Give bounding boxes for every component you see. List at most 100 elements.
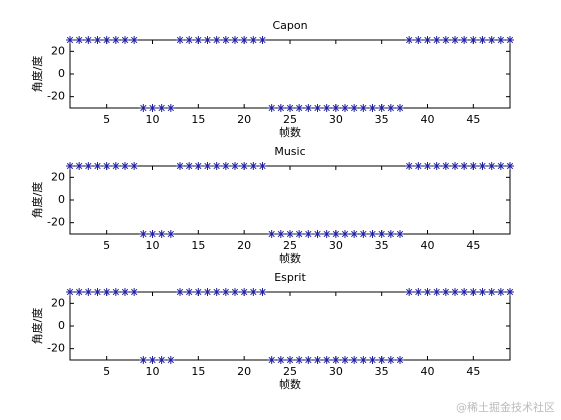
point bbox=[295, 104, 304, 112]
point bbox=[359, 356, 368, 364]
point bbox=[304, 230, 313, 238]
point bbox=[166, 104, 175, 112]
point bbox=[111, 288, 120, 296]
point bbox=[267, 104, 276, 112]
point bbox=[75, 36, 84, 44]
point bbox=[130, 36, 139, 44]
point bbox=[102, 288, 111, 296]
x-tick-label: 35 bbox=[375, 365, 389, 378]
point bbox=[469, 288, 478, 296]
point bbox=[506, 288, 514, 296]
y-tick-label: -20 bbox=[47, 90, 65, 103]
point bbox=[148, 104, 157, 112]
point bbox=[139, 104, 148, 112]
point bbox=[258, 36, 267, 44]
chart-title: Capon bbox=[272, 19, 307, 32]
point bbox=[276, 104, 285, 112]
x-tick-label: 45 bbox=[466, 113, 480, 126]
point bbox=[304, 356, 313, 364]
y-tick-label: -20 bbox=[47, 342, 65, 355]
point bbox=[322, 230, 331, 238]
x-tick-label: 45 bbox=[466, 365, 480, 378]
x-tick-label: 35 bbox=[375, 239, 389, 252]
point bbox=[203, 36, 212, 44]
x-tick-label: 5 bbox=[103, 365, 110, 378]
point bbox=[121, 36, 129, 44]
x-tick-label: 30 bbox=[329, 365, 343, 378]
point bbox=[414, 36, 423, 44]
point bbox=[451, 36, 459, 44]
point bbox=[249, 162, 258, 170]
point bbox=[414, 162, 423, 170]
x-tick-label: 15 bbox=[191, 365, 205, 378]
x-tick-label: 35 bbox=[375, 113, 389, 126]
point bbox=[66, 162, 74, 170]
point bbox=[84, 162, 93, 170]
point bbox=[469, 36, 478, 44]
x-tick-label: 25 bbox=[283, 113, 297, 126]
point bbox=[176, 36, 184, 44]
point bbox=[148, 230, 157, 238]
point bbox=[295, 356, 304, 364]
x-tick-label: 5 bbox=[103, 239, 110, 252]
y-tick-label: 0 bbox=[58, 319, 65, 332]
point bbox=[350, 104, 359, 112]
point bbox=[368, 356, 377, 364]
point bbox=[405, 36, 414, 44]
point bbox=[377, 230, 386, 238]
point bbox=[93, 162, 102, 170]
point bbox=[185, 36, 194, 44]
point bbox=[286, 104, 294, 112]
point bbox=[487, 36, 496, 44]
point bbox=[396, 104, 404, 112]
point bbox=[432, 288, 441, 296]
point bbox=[423, 288, 432, 296]
point bbox=[84, 36, 93, 44]
point bbox=[212, 36, 221, 44]
point bbox=[423, 162, 432, 170]
point bbox=[267, 230, 276, 238]
point bbox=[203, 288, 212, 296]
point bbox=[396, 230, 404, 238]
point bbox=[157, 230, 166, 238]
x-axis-label: 帧数 bbox=[279, 251, 301, 265]
point bbox=[139, 230, 148, 238]
x-tick-label: 10 bbox=[146, 113, 160, 126]
point bbox=[460, 288, 469, 296]
point bbox=[313, 104, 322, 112]
point bbox=[185, 288, 194, 296]
point bbox=[313, 230, 322, 238]
point bbox=[322, 104, 331, 112]
point bbox=[377, 104, 386, 112]
point bbox=[221, 162, 230, 170]
x-tick-label: 5 bbox=[103, 113, 110, 126]
point bbox=[350, 356, 359, 364]
point bbox=[231, 162, 239, 170]
y-tick-label: 0 bbox=[58, 67, 65, 80]
point bbox=[166, 230, 175, 238]
point bbox=[368, 104, 377, 112]
x-tick-label: 20 bbox=[237, 239, 251, 252]
point bbox=[331, 230, 340, 238]
point bbox=[496, 36, 505, 44]
point bbox=[460, 36, 469, 44]
y-tick-label: -20 bbox=[47, 216, 65, 229]
point bbox=[194, 288, 203, 296]
point bbox=[405, 162, 414, 170]
point bbox=[359, 230, 368, 238]
point bbox=[212, 162, 221, 170]
point bbox=[368, 230, 377, 238]
point bbox=[102, 162, 111, 170]
x-tick-label: 15 bbox=[191, 239, 205, 252]
point bbox=[203, 162, 212, 170]
y-axis-label: 角度/度 bbox=[30, 56, 44, 93]
point bbox=[258, 288, 267, 296]
point bbox=[240, 288, 249, 296]
point bbox=[157, 356, 166, 364]
point bbox=[414, 288, 423, 296]
point bbox=[487, 288, 496, 296]
point bbox=[441, 288, 450, 296]
point bbox=[432, 36, 441, 44]
